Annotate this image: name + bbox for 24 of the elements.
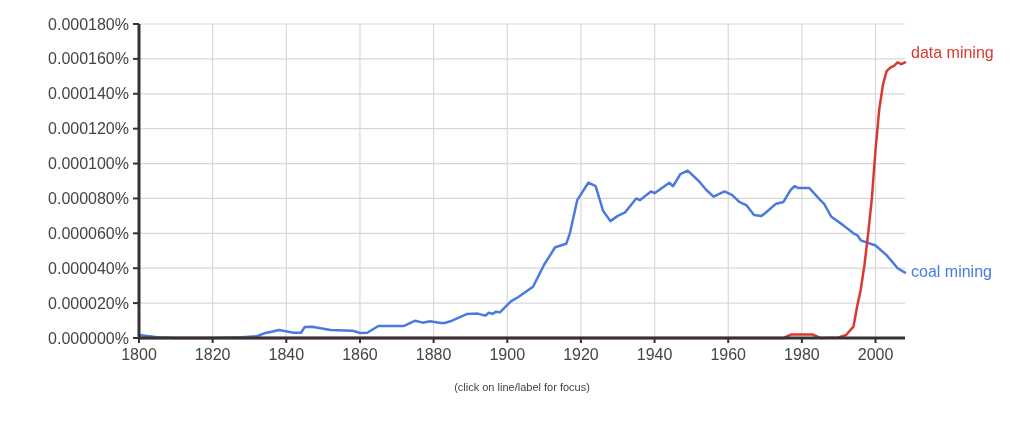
y-tick-label: 0.000120% (48, 120, 129, 138)
x-tick-label: 1880 (415, 346, 452, 363)
series-label: data mining (911, 44, 994, 62)
x-tick-label: 1940 (636, 346, 673, 363)
y-tick-label: 0.000180% (48, 15, 129, 33)
x-tick-label: 2000 (857, 346, 894, 363)
x-tick-label: 1840 (268, 346, 305, 363)
y-tick-label: 0.000160% (48, 50, 129, 68)
y-tick-label: 0.000020% (48, 294, 129, 312)
y-tick-label: 0.000140% (48, 85, 129, 103)
y-tick-label: 0.000060% (48, 224, 129, 242)
text: (click on line/label for focus) (454, 381, 590, 393)
y-tick-label: 0.000040% (48, 259, 129, 277)
x-tick-label: 1920 (563, 346, 599, 363)
series-label: coal mining (911, 262, 992, 280)
y-tick-label: 0.000000% (48, 329, 129, 347)
x-tick-label: 1860 (342, 346, 378, 363)
x-tick-label: 1800 (121, 346, 157, 363)
x-tick-label: 1900 (489, 346, 526, 363)
x-tick-label: 1980 (784, 346, 820, 363)
y-tick-label: 0.000100% (48, 155, 129, 173)
x-tick-label: 1960 (710, 346, 747, 363)
x-tick-label: 1820 (194, 346, 231, 363)
y-tick-label: 0.000080% (48, 190, 129, 208)
